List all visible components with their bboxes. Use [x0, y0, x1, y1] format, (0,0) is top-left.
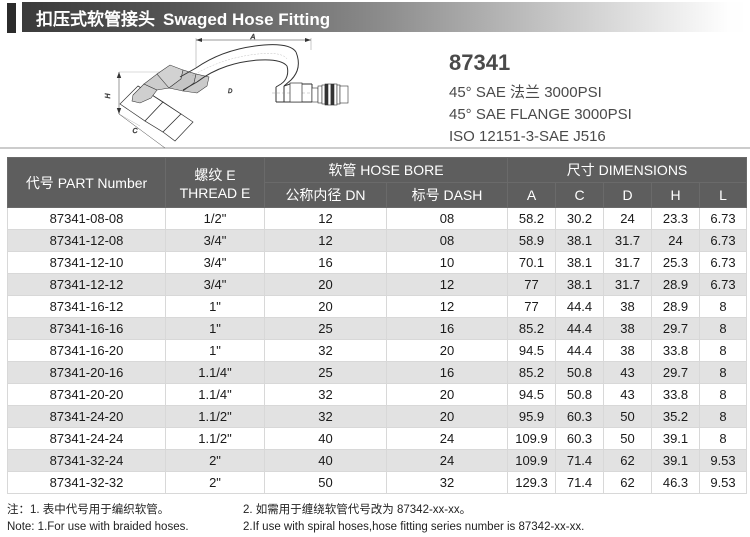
svg-text:D: D — [228, 89, 233, 95]
svg-text:C: C — [132, 128, 138, 135]
svg-text:A: A — [250, 34, 256, 41]
svg-text:H: H — [105, 93, 112, 99]
